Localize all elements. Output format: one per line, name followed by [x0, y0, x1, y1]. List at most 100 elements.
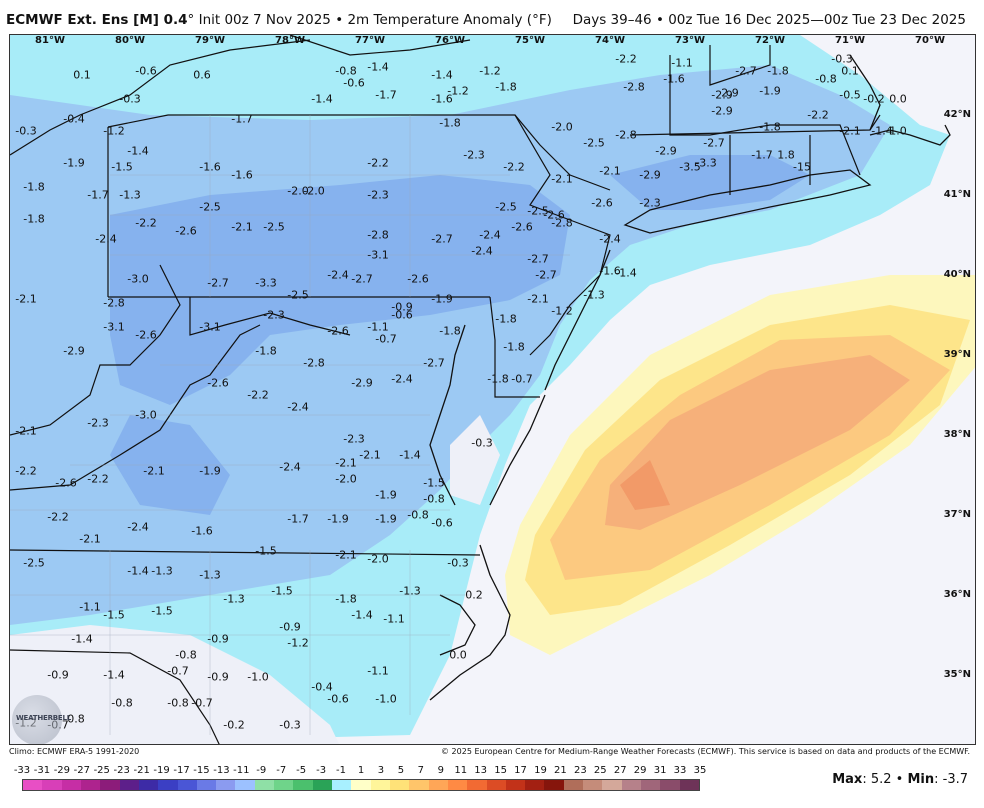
colorbar-swatch: [119, 780, 139, 790]
anomaly-value: -1.5: [103, 608, 125, 622]
anomaly-value: -1.9: [63, 156, 85, 170]
colorbar-label: -7: [276, 765, 287, 776]
anomaly-value: -2.1: [335, 456, 357, 470]
anomaly-value: -2.2: [135, 216, 157, 230]
colorbar-swatch: [254, 780, 275, 790]
anomaly-value: -1.2: [479, 64, 501, 78]
colorbar-swatch: [23, 780, 43, 790]
anomaly-value: -0.8: [423, 492, 445, 506]
colorbar-label: -9: [256, 765, 267, 776]
anomaly-value: -0.3: [119, 92, 141, 106]
colorbar-label: -31: [33, 765, 51, 776]
colorbar-swatch: [563, 780, 584, 790]
anomaly-value: -1.4: [431, 68, 453, 82]
anomaly-value: -2.5: [495, 200, 517, 214]
colorbar-swatch: [100, 780, 120, 790]
colorbar-swatch: [428, 780, 448, 790]
anomaly-value: -1.7: [287, 512, 309, 526]
anomaly-value: -2.8: [615, 128, 637, 142]
anomaly-value: -0.8: [407, 508, 429, 522]
anomaly-value: -1.4: [871, 124, 893, 138]
colorbar-label: -11: [233, 765, 250, 776]
anomaly-value: 1.8: [777, 148, 795, 162]
map-title: ECMWF Ext. Ens [M] 0.4° Init 00z 7 Nov 2…: [6, 12, 552, 28]
colorbar-labels: -33 -31 -29 -27 -25 -23 -21 -19 -17 -15 -13 -11 -9 -7…: [14, 765, 707, 777]
de-border: [489, 296, 540, 398]
anomaly-value: -1.5: [271, 584, 293, 598]
colorbar-swatch: [274, 780, 294, 790]
anomaly-value: -2.7: [207, 276, 229, 290]
anomaly-value: -0.7: [167, 664, 189, 678]
anomaly-value: -0.7: [511, 372, 533, 386]
colorbar-swatch: [621, 780, 641, 790]
colorbar-swatch: [158, 780, 178, 790]
colorbar-label: -5: [296, 765, 307, 776]
anomaly-value: -2.2: [367, 156, 389, 170]
coastline: [429, 54, 951, 701]
anomaly-value: -2.0: [335, 472, 357, 486]
anomaly-value: -1.3: [223, 592, 245, 606]
anomaly-value: -2.4: [95, 232, 117, 246]
colorbar-label: 31: [653, 765, 667, 776]
anomaly-value: -0.3: [471, 436, 493, 450]
anomaly-value: 0.0: [449, 648, 467, 662]
colorbar-label: 19: [534, 765, 547, 776]
anomaly-value: -2.8: [367, 228, 389, 242]
anomaly-value: -1.9: [375, 488, 397, 502]
colorbar-swatch: [389, 780, 410, 790]
anomaly-value: 0.0: [889, 92, 907, 106]
anomaly-value: -1.8: [23, 180, 45, 194]
anomaly-value: -1.8: [255, 344, 277, 358]
anomaly-value: -1.4: [367, 60, 389, 74]
anomaly-value: -0.8: [111, 696, 133, 710]
colorbar-label: 5: [397, 765, 405, 776]
colorbar-label: 23: [573, 765, 587, 776]
anomaly-value: -1.8: [487, 372, 509, 386]
latitude-label: 37°N: [943, 509, 971, 520]
min-value: -3.7: [942, 772, 968, 787]
climo-note: Climo: ECMWF ERA-5 1991-2020: [9, 747, 140, 756]
anomaly-value: -2.3: [343, 432, 365, 446]
anomaly-value: -0.6: [327, 692, 349, 706]
anomaly-value: -1.8: [495, 312, 517, 326]
longitude-label: 79°W: [195, 35, 225, 46]
colorbar-label: 33: [673, 765, 687, 776]
anomaly-value: -3.3: [695, 156, 717, 170]
colorbar-swatch: [293, 780, 313, 790]
anomaly-value: -1.8: [439, 324, 461, 338]
anomaly-value: -2.4: [391, 372, 413, 386]
anomaly-value: -1.2: [447, 84, 469, 98]
anomaly-value: -2.1: [15, 292, 37, 306]
anomaly-value: -2.6: [175, 224, 197, 238]
anomaly-value: -2.1: [839, 124, 861, 138]
colorbar-swatch: [235, 780, 255, 790]
max-label: Max: [832, 772, 863, 787]
colorbar-label: -1: [336, 765, 347, 776]
longitude-label: 78°W: [275, 35, 305, 46]
anomaly-value: -1.8: [495, 80, 517, 94]
anomaly-value: -2.3: [263, 308, 285, 322]
nc-sc-border: [10, 649, 220, 744]
title-separator: •: [335, 12, 344, 28]
anomaly-value: -1.1: [79, 600, 101, 614]
colorbar-label: 21: [554, 765, 567, 776]
anomaly-value: 0.2: [465, 588, 483, 602]
anomaly-value: -2.5: [527, 204, 549, 218]
weatherbell-logo-text: WEATHERBELL: [16, 714, 72, 722]
colorbar-swatch: [486, 780, 506, 790]
anomaly-value: -1.3: [151, 564, 173, 578]
anomaly-value: -3.1: [103, 320, 125, 334]
wv-west-border: [10, 264, 181, 436]
colorbar-label: -13: [213, 765, 230, 776]
anomaly-value: -0.9: [391, 300, 413, 314]
vt-nh-border: [709, 45, 771, 86]
anomaly-value: -1.4: [103, 668, 125, 682]
anomaly-value: -1.9: [327, 512, 349, 526]
colorbar-label: -19: [153, 765, 170, 776]
anomaly-value: -0.2: [223, 718, 245, 732]
anomaly-value: -0.8: [167, 696, 189, 710]
anomaly-value: -1.4: [127, 564, 149, 578]
anomaly-value: -1.3: [583, 288, 605, 302]
anomaly-value: -2.7: [423, 356, 445, 370]
longitude-label: 80°W: [115, 35, 145, 46]
